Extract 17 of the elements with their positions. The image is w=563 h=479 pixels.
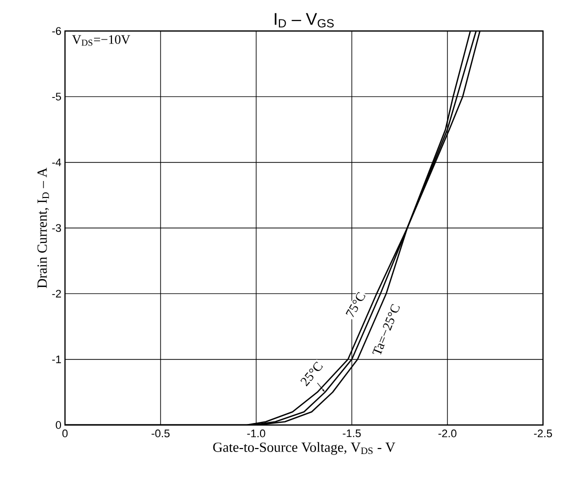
y-tick-label: -1	[52, 356, 61, 364]
x-tick-label: -2.0	[438, 430, 456, 438]
chart-title: I$_{D}$ – V$_{GS}$	[274, 13, 334, 28]
y-tick-label: -6	[52, 27, 61, 35]
y-axis-title: Drain Current, I$_{D}$ – A	[37, 168, 49, 288]
x-tick-label: -0.5	[152, 430, 170, 438]
y-tick-label: -3	[52, 224, 61, 232]
x-tick-label: -2.5	[534, 430, 552, 438]
y-tick-label: -2	[52, 290, 61, 298]
x-axis-title: Gate-to-Source Voltage, V$_{DS}$ - V	[213, 442, 396, 455]
x-tick-label: -1.5	[342, 430, 361, 438]
y-tick-label: 0	[56, 421, 62, 429]
y-tick-label: -5	[52, 92, 62, 100]
x-tick-label: 0	[62, 430, 68, 438]
y-tick-label: -4	[52, 158, 62, 166]
annotation: V$_{DS}$=−10V	[72, 35, 130, 46]
x-tick-label: -1.0	[247, 430, 266, 438]
